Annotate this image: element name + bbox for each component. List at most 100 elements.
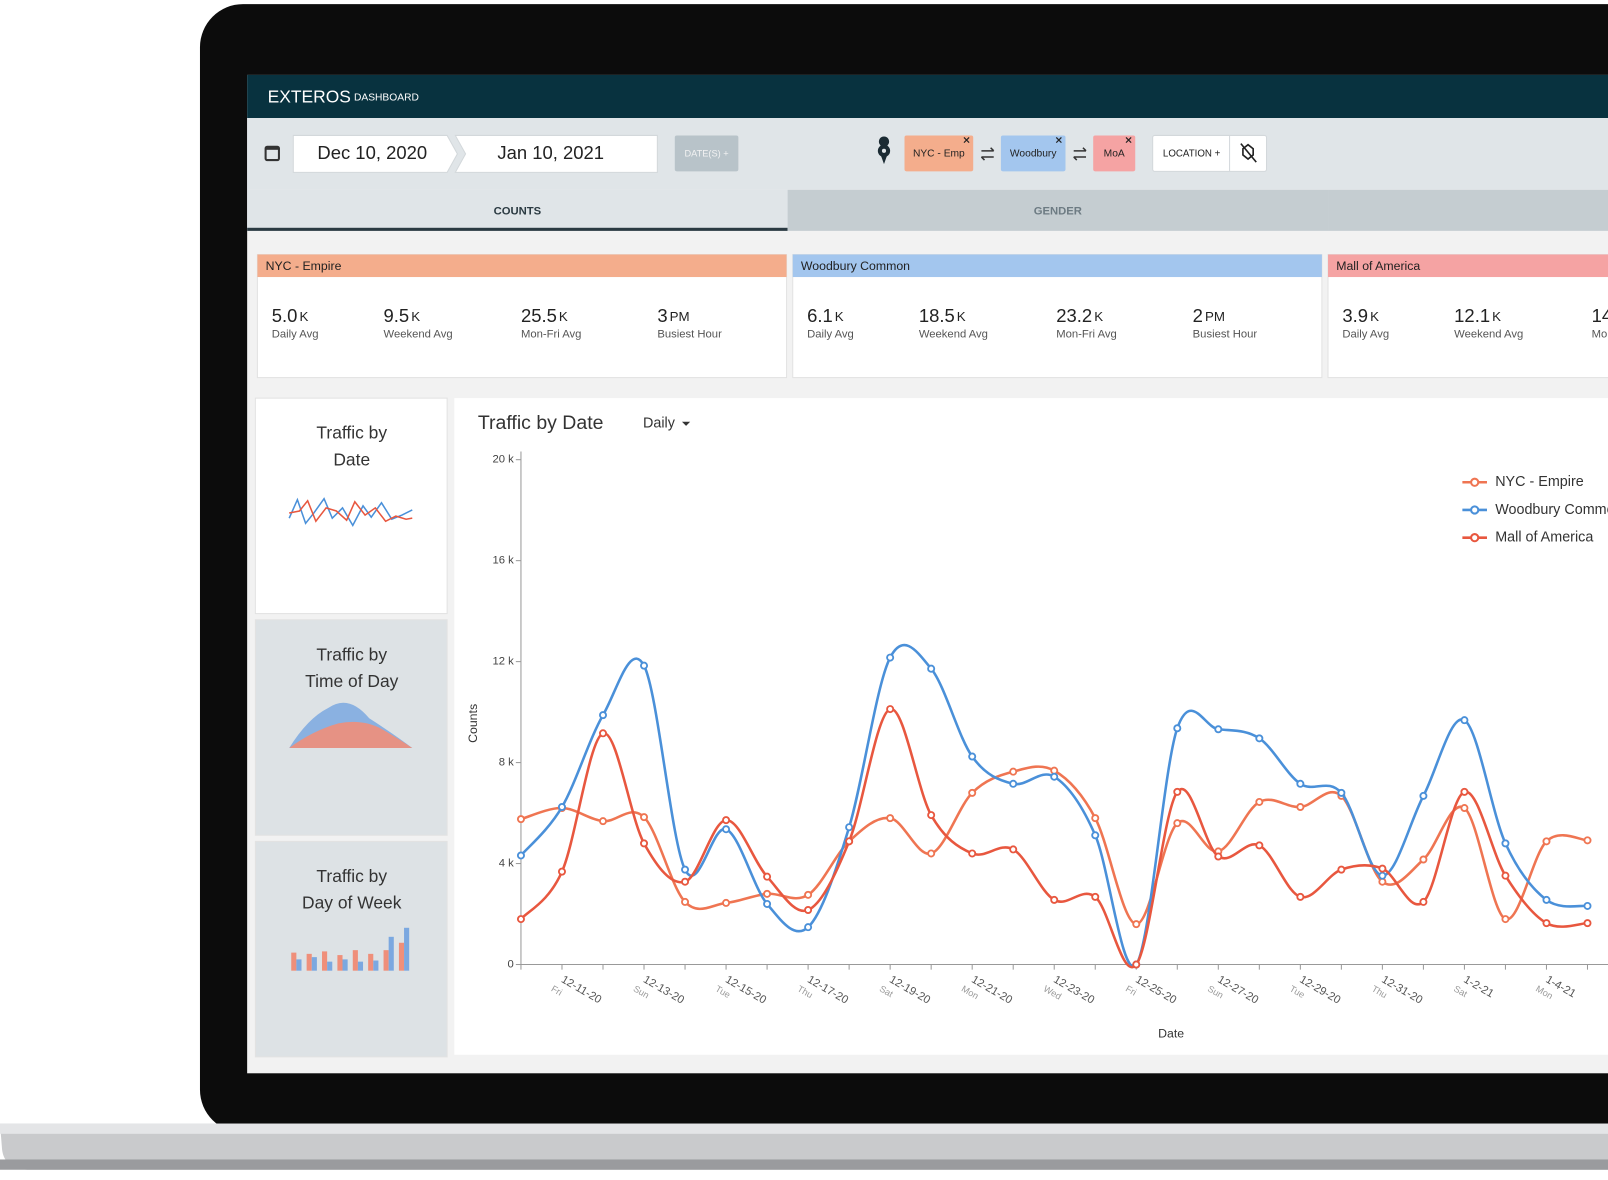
- stat-label: Mon-Fri Avg: [1056, 328, 1117, 340]
- data-point: [804, 905, 813, 915]
- interval-caret[interactable]: [681, 421, 691, 426]
- side-panel-title[interactable]: Date: [333, 449, 370, 469]
- location-button-label[interactable]: LOCATION +: [1163, 148, 1221, 159]
- thumbnail-shape: [383, 950, 389, 971]
- thumbnail-shape: [404, 927, 410, 971]
- end-date-field[interactable]: [454, 134, 658, 173]
- stat-number: 12.1: [1454, 305, 1490, 326]
- location-chip-label[interactable]: NYC - Emp: [913, 149, 965, 160]
- side-panels: Traffic by Date Traffic by Time of Day Traff…: [254, 397, 448, 1058]
- card-title: Woodbury Common: [801, 259, 910, 273]
- card-header: [792, 254, 1322, 278]
- tab-indicator: [247, 227, 788, 231]
- data-point: [681, 865, 690, 874]
- data-point: [1255, 841, 1264, 850]
- laptop-base-shadow: [0, 1159, 1608, 1170]
- side-panel-title[interactable]: Traffic by: [316, 644, 387, 664]
- y-axis-label: Counts: [466, 704, 480, 743]
- stat-unit: K: [1094, 309, 1103, 324]
- dates-button-label[interactable]: DATE(S) +: [685, 148, 729, 158]
- stat-unit: PM: [670, 309, 690, 324]
- data-point: [1009, 845, 1018, 854]
- side-panel-title[interactable]: Traffic by: [316, 866, 387, 886]
- data-point: [1542, 919, 1551, 928]
- data-point: [681, 877, 690, 886]
- stat-value: 14: [1592, 305, 1608, 326]
- dates-button[interactable]: [674, 135, 739, 172]
- data-point: [1378, 871, 1387, 880]
- tab-label[interactable]: GENDER: [1034, 205, 1082, 217]
- chip-remove[interactable]: [963, 137, 970, 144]
- start-date[interactable]: Dec 10, 2020: [317, 142, 427, 163]
- data-point: [968, 788, 977, 797]
- stat-number: 9.5: [384, 305, 410, 326]
- thumbnail-shape: [327, 961, 333, 971]
- location-button[interactable]: [1152, 134, 1268, 172]
- data-point: [681, 897, 690, 906]
- tab[interactable]: [787, 189, 1329, 231]
- y-tick-label: 12 k: [492, 656, 514, 668]
- side-panel-title[interactable]: Traffic by: [316, 423, 387, 443]
- laptop-base: [0, 1123, 1608, 1170]
- location-chip[interactable]: [904, 135, 974, 172]
- clear-locations-icon[interactable]: [1240, 143, 1257, 163]
- x-tick-weekday: Fri: [550, 984, 564, 998]
- tab[interactable]: [1328, 189, 1608, 231]
- data-point: [804, 890, 813, 899]
- side-panel-title[interactable]: Day of Week: [302, 893, 402, 913]
- thumbnail-shape: [352, 950, 358, 971]
- tab-label[interactable]: COUNTS: [494, 205, 542, 217]
- chip-remove[interactable]: [1125, 137, 1132, 144]
- data-point: [599, 711, 607, 720]
- data-point: [927, 811, 936, 820]
- stat-unit: K: [957, 309, 966, 324]
- data-point: [1132, 960, 1141, 969]
- tab[interactable]: [247, 189, 788, 231]
- data-point: [886, 705, 895, 714]
- thumbnail-shape: [322, 951, 328, 971]
- location-chip[interactable]: [1093, 135, 1136, 172]
- side-panel[interactable]: [254, 840, 448, 1058]
- data-point: [763, 899, 772, 908]
- data-point: [1583, 919, 1592, 928]
- location-chip-label[interactable]: MoA: [1104, 149, 1125, 160]
- chart-title: Traffic by Date: [478, 412, 604, 434]
- data-point: [1173, 819, 1182, 828]
- stat-value: 18.5 K: [919, 305, 966, 326]
- data-point: [1255, 734, 1264, 743]
- thumbnail-shape: [398, 942, 405, 971]
- stat-unit: K: [835, 309, 844, 324]
- thumbnail-shape: [388, 936, 394, 971]
- legend-label: Mall of America: [1495, 529, 1593, 545]
- data-point: [804, 923, 813, 932]
- stat-label: Daily Avg: [1342, 328, 1389, 340]
- stat-number: 3: [657, 305, 667, 326]
- interval-select[interactable]: Daily: [643, 416, 676, 432]
- data-point: [722, 816, 731, 825]
- stat-label: Weekend Avg: [1454, 328, 1523, 340]
- stat-number: 2: [1193, 305, 1203, 326]
- data-point: [1009, 779, 1018, 788]
- y-tick-label: 20 k: [492, 454, 514, 466]
- data-point: [599, 729, 607, 738]
- chip-remove[interactable]: [1055, 137, 1062, 144]
- data-point: [640, 661, 649, 670]
- legend-swatch-dot: [1470, 477, 1480, 487]
- side-panel[interactable]: [254, 397, 448, 615]
- data-point: [1091, 831, 1100, 840]
- location-chip[interactable]: [1000, 135, 1066, 172]
- side-panel-title[interactable]: Time of Day: [305, 671, 399, 691]
- end-date[interactable]: Jan 10, 2021: [497, 142, 604, 163]
- stat-value: 12.1 K: [1454, 305, 1501, 326]
- stat-label: Weekend Avg: [384, 328, 453, 340]
- stat-value: 5.0 K: [272, 305, 309, 326]
- data-point: [1583, 836, 1592, 845]
- start-date-field[interactable]: [292, 134, 458, 173]
- thumbnail-shape: [373, 960, 379, 971]
- data-point: [1091, 814, 1100, 823]
- stat-number: 5.0: [272, 305, 298, 326]
- data-point: [1419, 897, 1428, 906]
- tab-bar: COUNTSGENDERAGE: [247, 189, 1608, 231]
- location-chip-label[interactable]: Woodbury: [1010, 149, 1057, 160]
